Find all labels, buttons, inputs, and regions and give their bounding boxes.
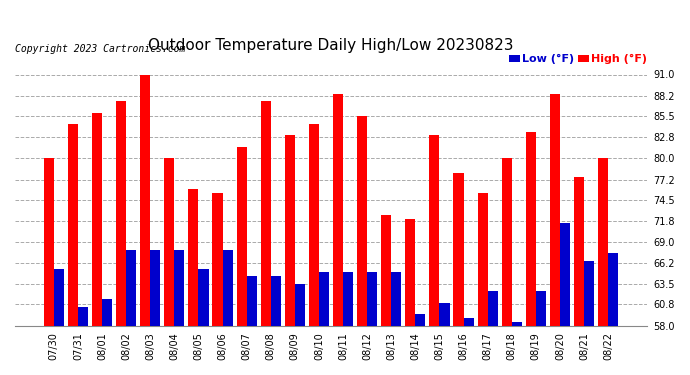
Bar [357,116,367,326]
Bar [164,158,175,326]
Bar [116,101,126,326]
Bar [526,132,536,326]
Bar [237,147,246,326]
Bar [405,219,415,326]
Bar [502,158,512,326]
Bar [536,291,546,326]
Bar [608,254,618,326]
Bar [223,250,233,326]
Bar [391,273,402,326]
Bar [440,303,450,326]
Bar [261,101,270,326]
Bar [295,284,305,326]
Bar [598,158,608,326]
Bar [584,261,594,326]
Bar [140,75,150,326]
Text: Copyright 2023 Cartronics.com: Copyright 2023 Cartronics.com [15,44,186,54]
Bar [68,124,78,326]
Bar [102,299,112,326]
Bar [550,93,560,326]
Bar [246,276,257,326]
Bar [150,250,160,326]
Bar [488,291,497,326]
Bar [78,307,88,326]
Bar [175,250,184,326]
Legend: Low (°F), High (°F): Low (°F), High (°F) [509,54,647,64]
Bar [429,135,440,326]
Bar [453,174,464,326]
Bar [285,135,295,326]
Bar [477,192,488,326]
Bar [574,177,584,326]
Bar [381,215,391,326]
Bar [464,318,473,326]
Bar [188,189,199,326]
Bar [92,112,102,326]
Bar [54,268,64,326]
Bar [343,273,353,326]
Bar [415,314,426,326]
Bar [309,124,319,326]
Bar [270,276,281,326]
Title: Outdoor Temperature Daily High/Low 20230823: Outdoor Temperature Daily High/Low 20230… [148,38,514,52]
Bar [367,273,377,326]
Bar [319,273,329,326]
Bar [126,250,136,326]
Bar [560,223,570,326]
Bar [333,93,343,326]
Bar [199,268,208,326]
Bar [43,158,54,326]
Bar [213,192,223,326]
Bar [512,322,522,326]
